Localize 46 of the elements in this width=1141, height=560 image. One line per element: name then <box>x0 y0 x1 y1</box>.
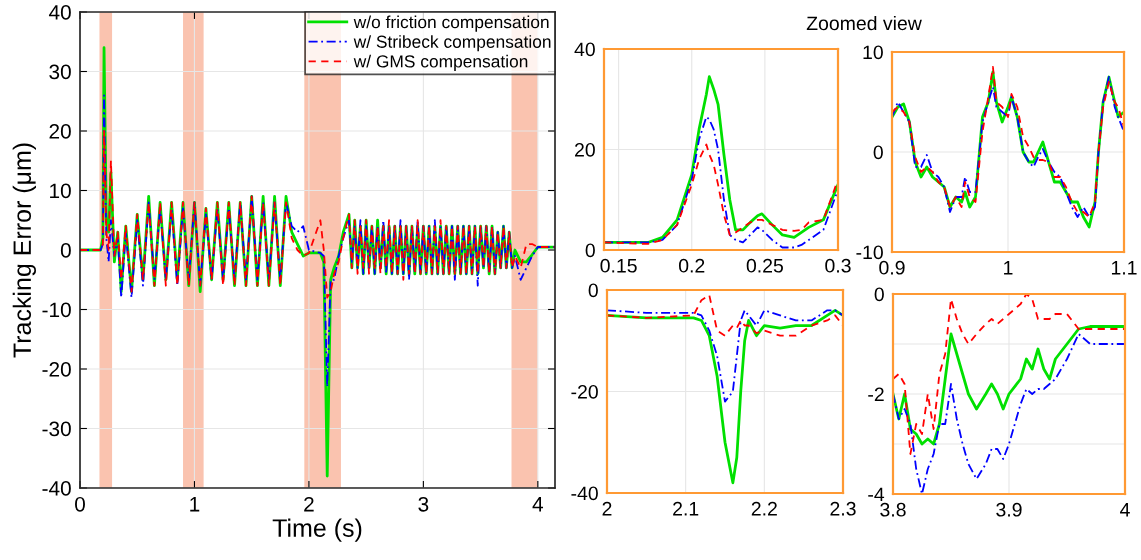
y-tick-label: 0 <box>588 283 598 298</box>
x-tick-label: 0 <box>75 496 85 512</box>
x-tick-label: 0.9 <box>879 260 905 275</box>
y-tick-label: 0 <box>60 243 71 258</box>
x-tick-label: 2 <box>602 501 612 516</box>
y-tick-label: -4 <box>868 487 885 502</box>
chart-title: Zoomed view <box>806 15 922 31</box>
y-tick-label: 20 <box>49 124 71 139</box>
legend-label: w/ GMS compensation <box>353 54 528 71</box>
y-tick-label: 0 <box>873 145 883 160</box>
x-tick-label: 0.15 <box>600 258 637 273</box>
y-tick-label: 10 <box>50 183 71 199</box>
y-axis-title: Tracking Error (μm) <box>12 143 36 358</box>
x-tick-label: 0.3 <box>825 258 851 273</box>
x-tick-label: 2 <box>304 496 314 512</box>
x-tick-label: 4 <box>532 497 544 512</box>
x-tick-label: 0.2 <box>679 258 705 273</box>
x-tick-label: 3.8 <box>880 502 906 517</box>
y-tick-label: -10 <box>42 302 71 318</box>
legend-label: w/ Stribeck compensation <box>353 35 551 52</box>
x-tick-label: 2.3 <box>830 501 856 516</box>
x-tick-label: 1 <box>1004 261 1013 275</box>
legend-label: w/o friction compensation <box>353 15 549 32</box>
y-tick-label: 40 <box>48 5 71 20</box>
y-tick-label: 30 <box>49 64 71 80</box>
y-tick-label: -2 <box>868 387 884 402</box>
x-tick-label: 4 <box>1120 503 1130 517</box>
y-tick-label: 10 <box>863 45 883 60</box>
y-tick-label: -20 <box>42 362 71 377</box>
x-tick-label: 1 <box>190 497 200 512</box>
y-tick-label: 0 <box>585 243 595 258</box>
y-tick-label: 20 <box>575 142 595 157</box>
y-tick-label: -40 <box>42 481 71 496</box>
x-tick-label: 2.1 <box>673 501 699 516</box>
x-tick-label: 3 <box>418 496 429 512</box>
y-tick-label: -30 <box>42 421 71 437</box>
y-tick-label: 0 <box>874 287 884 302</box>
x-tick-label: 2.2 <box>751 501 777 516</box>
x-axis-title: Time (s) <box>272 518 362 542</box>
y-tick-label: 40 <box>574 42 595 57</box>
y-tick-label: -40 <box>571 486 598 501</box>
y-tick-label: -10 <box>856 245 883 260</box>
y-tick-label: -20 <box>571 384 598 399</box>
x-tick-label: 1.1 <box>1111 261 1137 275</box>
x-tick-label: 0.25 <box>746 258 783 273</box>
x-tick-label: 3.9 <box>996 502 1022 517</box>
